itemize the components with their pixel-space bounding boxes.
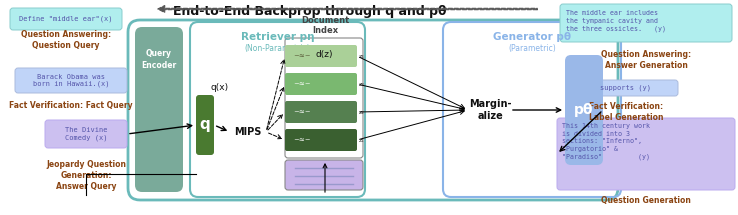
Text: (Parametric): (Parametric): [508, 44, 556, 53]
FancyBboxPatch shape: [285, 101, 357, 123]
FancyBboxPatch shape: [565, 55, 603, 165]
Text: q: q: [199, 118, 210, 132]
FancyBboxPatch shape: [15, 68, 127, 93]
Text: Generator pθ: Generator pθ: [493, 32, 571, 42]
Text: Margin-
alize: Margin- alize: [469, 99, 511, 121]
FancyBboxPatch shape: [285, 73, 357, 95]
Text: z₂: z₂: [359, 109, 365, 115]
Text: Question Answering:
Answer Generation: Question Answering: Answer Generation: [601, 50, 691, 70]
Text: MIPS: MIPS: [234, 127, 262, 137]
FancyArrowPatch shape: [158, 6, 537, 12]
Text: z₄: z₄: [359, 54, 365, 58]
Text: Jeopardy Question
Generation:
Answer Query: Jeopardy Question Generation: Answer Que…: [46, 160, 126, 191]
Text: q(x): q(x): [211, 83, 229, 92]
FancyBboxPatch shape: [285, 129, 357, 151]
Text: d(z): d(z): [316, 50, 334, 59]
FancyBboxPatch shape: [196, 95, 214, 155]
Text: End-to-End Backprop through q and pθ: End-to-End Backprop through q and pθ: [173, 5, 446, 18]
Text: z₃: z₃: [359, 81, 365, 86]
Text: Fact Verification: Fact Query: Fact Verification: Fact Query: [9, 101, 133, 110]
Text: z₁: z₁: [359, 138, 365, 143]
Text: pθ: pθ: [574, 103, 594, 117]
FancyBboxPatch shape: [557, 118, 735, 190]
FancyBboxPatch shape: [135, 27, 183, 192]
FancyBboxPatch shape: [45, 120, 127, 148]
FancyBboxPatch shape: [10, 8, 122, 30]
Text: Document
Index: Document Index: [301, 16, 349, 35]
Text: ~≈~: ~≈~: [293, 109, 311, 115]
Text: ~≈~: ~≈~: [293, 53, 311, 59]
Text: ~≈~: ~≈~: [293, 81, 311, 87]
Text: supports (y): supports (y): [601, 85, 652, 91]
Text: Retriever pη: Retriever pη: [241, 32, 314, 42]
Text: (Non-Parametric): (Non-Parametric): [244, 44, 311, 53]
Text: Question Generation: Question Generation: [601, 196, 691, 205]
Text: Define "middle ear"(x): Define "middle ear"(x): [19, 16, 113, 22]
Text: The Divine
Comedy (x): The Divine Comedy (x): [65, 127, 107, 141]
FancyBboxPatch shape: [560, 4, 732, 42]
Text: ~≈~: ~≈~: [293, 137, 311, 143]
Text: Query
Encoder: Query Encoder: [142, 49, 176, 70]
FancyBboxPatch shape: [285, 160, 363, 190]
FancyBboxPatch shape: [574, 80, 678, 96]
Text: The middle ear includes
the tympanic cavity and
the three ossicles.   (y): The middle ear includes the tympanic cav…: [566, 10, 666, 32]
FancyBboxPatch shape: [285, 38, 363, 158]
Text: Question Answering:
Question Query: Question Answering: Question Query: [21, 30, 111, 50]
Text: Fact Verification:
Label Generation: Fact Verification: Label Generation: [589, 102, 663, 122]
Text: This 14th century work
is divided into 3
sections: "Inferno",
"Purgatorio" &
"Pa: This 14th century work is divided into 3…: [562, 123, 650, 160]
Text: Barack Obama was
born in Hawaii.(x): Barack Obama was born in Hawaii.(x): [32, 74, 109, 87]
FancyBboxPatch shape: [285, 45, 357, 67]
